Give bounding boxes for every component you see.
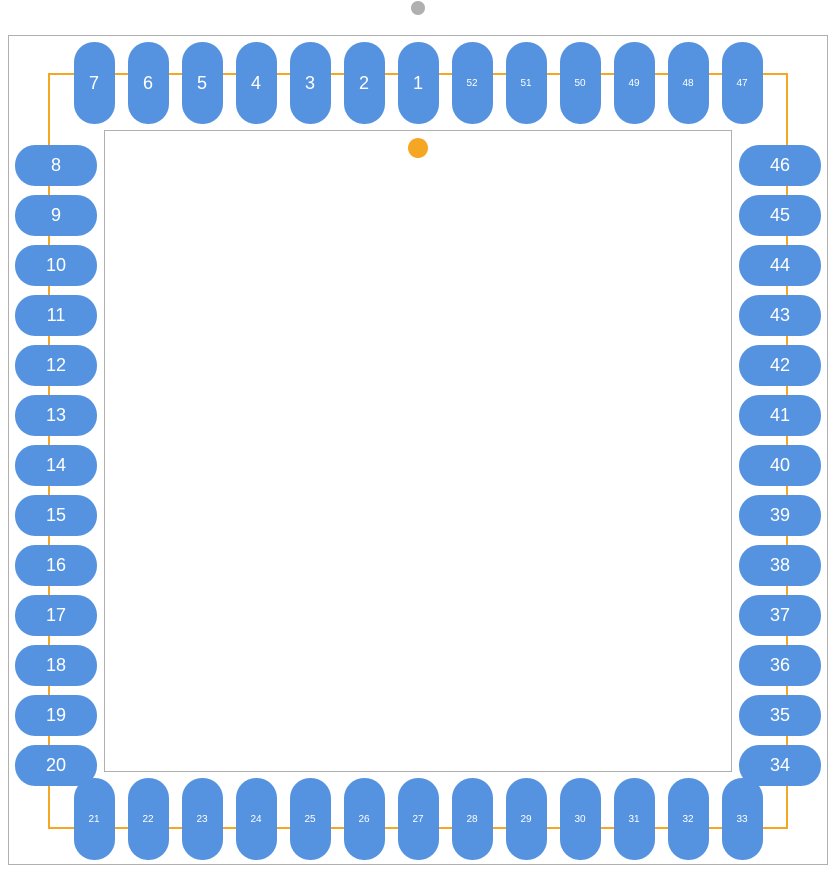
pad-51: 51 — [506, 42, 547, 124]
pad-2: 2 — [344, 42, 385, 124]
pad-22: 22 — [128, 778, 169, 860]
pad-4: 4 — [236, 42, 277, 124]
pad-14: 14 — [15, 445, 97, 486]
pad-49: 49 — [614, 42, 655, 124]
pad-17: 17 — [15, 595, 97, 636]
pad-25: 25 — [290, 778, 331, 860]
pad-37: 37 — [739, 595, 821, 636]
pad-6: 6 — [128, 42, 169, 124]
pad-32: 32 — [668, 778, 709, 860]
pad-26: 26 — [344, 778, 385, 860]
pad-50: 50 — [560, 42, 601, 124]
pad-8: 8 — [15, 145, 97, 186]
pad-11: 11 — [15, 295, 97, 336]
pad-30: 30 — [560, 778, 601, 860]
pad-24: 24 — [236, 778, 277, 860]
pad-33: 33 — [722, 778, 763, 860]
pad-39: 39 — [739, 495, 821, 536]
pad-19: 19 — [15, 695, 97, 736]
pad-29: 29 — [506, 778, 547, 860]
pin1-marker-dot — [408, 138, 428, 158]
pad-5: 5 — [182, 42, 223, 124]
pad-34: 34 — [739, 745, 821, 786]
pad-9: 9 — [15, 195, 97, 236]
pad-21: 21 — [74, 778, 115, 860]
pad-3: 3 — [290, 42, 331, 124]
pad-44: 44 — [739, 245, 821, 286]
pad-38: 38 — [739, 545, 821, 586]
pad-45: 45 — [739, 195, 821, 236]
pad-27: 27 — [398, 778, 439, 860]
pad-7: 7 — [74, 42, 115, 124]
pad-46: 46 — [739, 145, 821, 186]
pad-43: 43 — [739, 295, 821, 336]
pad-28: 28 — [452, 778, 493, 860]
pad-42: 42 — [739, 345, 821, 386]
pad-40: 40 — [739, 445, 821, 486]
pad-36: 36 — [739, 645, 821, 686]
pad-35: 35 — [739, 695, 821, 736]
pad-41: 41 — [739, 395, 821, 436]
orientation-marker-dot — [411, 1, 425, 15]
pad-15: 15 — [15, 495, 97, 536]
pad-10: 10 — [15, 245, 97, 286]
pad-18: 18 — [15, 645, 97, 686]
pad-13: 13 — [15, 395, 97, 436]
inner-body — [104, 130, 732, 772]
pad-16: 16 — [15, 545, 97, 586]
pad-1: 1 — [398, 42, 439, 124]
pad-47: 47 — [722, 42, 763, 124]
pad-31: 31 — [614, 778, 655, 860]
pad-12: 12 — [15, 345, 97, 386]
pad-48: 48 — [668, 42, 709, 124]
pad-23: 23 — [182, 778, 223, 860]
pad-52: 52 — [452, 42, 493, 124]
